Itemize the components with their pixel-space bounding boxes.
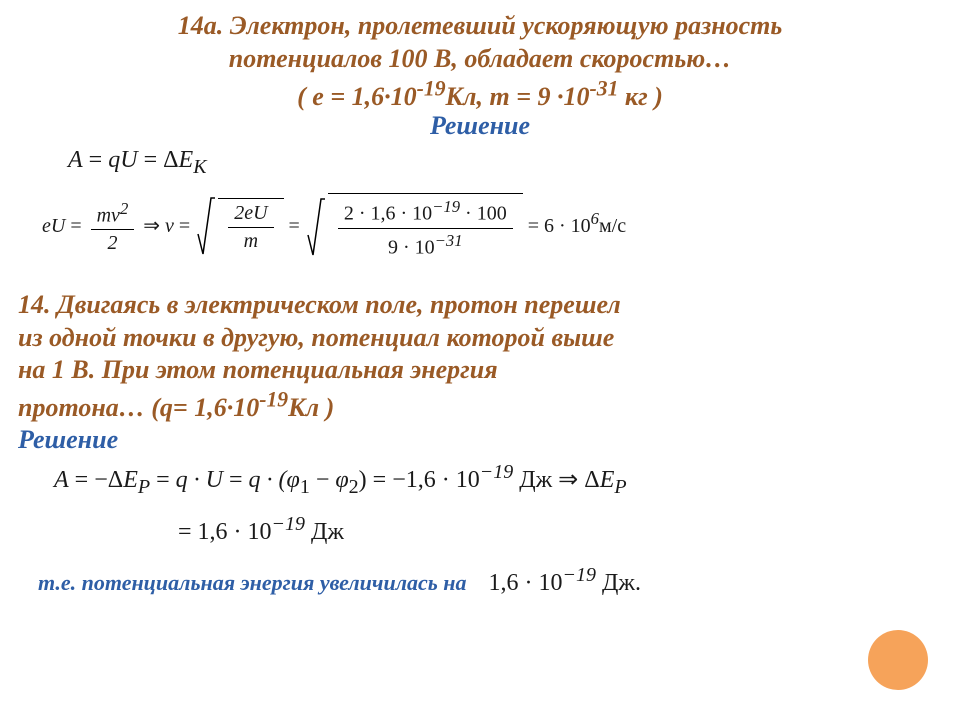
- p14-l4b: Кл ): [288, 393, 334, 422]
- eq3-delta2: Δ: [584, 467, 599, 493]
- eq1-eq2: =: [138, 147, 164, 173]
- eq2-den-a: 9 · 10: [388, 236, 435, 258]
- equation-potential-energy: A = −ΔEP = q · U = q · (φ1 − φ2) = −1,6 …: [54, 461, 942, 499]
- eq4-eq: =: [178, 519, 198, 545]
- eq2-eU: eU: [42, 215, 65, 237]
- eq3-qU: q · U: [176, 467, 223, 493]
- decorative-dot: [868, 630, 928, 690]
- eq3-phi2: φ: [335, 467, 348, 493]
- res-unit: Дж.: [596, 570, 641, 596]
- eq1-A: A: [68, 147, 83, 173]
- eq2-2: 2: [91, 230, 135, 255]
- eq1-E: E: [179, 147, 194, 173]
- problem-14: 14. Двигаясь в электрическом поле, прото…: [18, 289, 942, 425]
- eq2-sq: 2: [120, 199, 128, 218]
- eq1-qU: qU: [108, 147, 137, 173]
- eq2-arrow: ⇒: [143, 215, 165, 237]
- eq3-unit: Дж: [513, 467, 552, 493]
- conclusion-row: т.е. потенциальная энергия увеличилась н…: [38, 564, 942, 597]
- eq2-res-unit: м/с: [599, 215, 626, 237]
- eq3-valexp: −19: [480, 461, 514, 483]
- problem-14a: 14а. Электрон, пролетевший ускоряющую ра…: [18, 10, 942, 113]
- eq2-eq: =: [65, 215, 86, 237]
- eq2-eq3: =: [289, 215, 305, 237]
- p14-line3: на 1 В. При этом потенциальная энергия: [18, 355, 498, 384]
- eq3-close: ): [359, 467, 367, 493]
- conclusion-value: 1,6 · 10−19 Дж.: [489, 570, 641, 596]
- eq2-res-exp: 6: [591, 209, 599, 228]
- eq3-eq2: =: [150, 467, 176, 493]
- p14-line4: протона… (q= 1,6·10-19Кл ): [18, 393, 334, 422]
- equation-work-kinetic: A = qU = ΔEK: [68, 147, 942, 179]
- solution-label-2: Решение: [18, 425, 942, 455]
- eq3-P: P: [138, 476, 150, 498]
- eq3-eq: =: [69, 467, 95, 493]
- eq2-num-a: 2 · 1,6 · 10: [344, 203, 432, 225]
- conclusion-text: т.е. потенциальная энергия увеличилась н…: [38, 570, 467, 595]
- equation-velocity: eU = mv2 2 ⇒ v = 2eU m = 2 · 1,6 · 10−19…: [42, 193, 942, 261]
- eq3-E: E: [123, 467, 138, 493]
- eq3-P2: P: [614, 476, 626, 498]
- problem-14a-line2: потенциалов 100 В, обладает скоростью…: [229, 44, 731, 73]
- eq1-eq: =: [83, 147, 109, 173]
- slide: 14а. Электрон, пролетевший ускоряющую ра…: [0, 0, 960, 720]
- eq3-minus: −: [94, 467, 108, 493]
- eq2-frac1: mv2 2: [91, 199, 135, 256]
- res-valexp: −19: [563, 564, 597, 586]
- eq3-sub2: 2: [349, 476, 359, 498]
- eq3-A: A: [54, 467, 69, 493]
- eq2-num-exp: −19: [432, 197, 460, 216]
- p14-l4a: протона… (q= 1,6·10: [18, 393, 259, 422]
- p14a-suffix: кг ): [618, 82, 662, 111]
- eq2-sqrt2-frac: 2 · 1,6 · 10−19 · 100 9 · 10−31: [338, 197, 513, 259]
- solution-label-1: Решение: [18, 111, 942, 141]
- p14-l4exp: -19: [259, 388, 288, 412]
- eq2-sqrt1-frac: 2eU m: [228, 202, 273, 253]
- eq4-val: 1,6 · 10: [198, 519, 272, 545]
- eq3-eq4: =: [367, 467, 393, 493]
- eq3-delta: Δ: [108, 467, 123, 493]
- eq4-valexp: −19: [272, 513, 306, 535]
- eq3-eq3: =: [223, 467, 249, 493]
- eq2-eq4: =: [528, 215, 544, 237]
- eq4-unit: Дж: [305, 519, 344, 545]
- problem-14a-line1: 14а. Электрон, пролетевший ускоряющую ра…: [178, 11, 783, 40]
- eq1-delta: Δ: [163, 147, 178, 173]
- eq1-K: K: [193, 156, 206, 178]
- p14a-const-e: ( е = 1,6·10: [297, 82, 417, 111]
- eq3-arrow: ⇒: [552, 467, 584, 493]
- res-val: 1,6 · 10: [489, 570, 563, 596]
- eq2-m: m: [228, 228, 273, 253]
- p14a-exp1: -19: [417, 76, 446, 100]
- p14a-const-m: Кл, m = 9 ·10: [446, 82, 590, 111]
- p14-line1: 14. Двигаясь в электрическом поле, прото…: [18, 290, 621, 319]
- p14a-exp2: -31: [590, 76, 619, 100]
- eq3-sub1: 1: [300, 476, 310, 498]
- equation-delta-ep-value: = 1,6 · 10−19 Дж: [178, 513, 942, 546]
- eq2-eq2: =: [174, 215, 195, 237]
- p14-line2: из одной точки в другую, потенциал котор…: [18, 323, 614, 352]
- eq2-2eU: 2eU: [228, 202, 273, 228]
- eq2-sqrt2: 2 · 1,6 · 10−19 · 100 9 · 10−31: [307, 193, 523, 261]
- eq3-val: −1,6 · 10: [392, 467, 480, 493]
- eq3-qphi: q · (φ: [249, 467, 300, 493]
- eq2-v: v: [165, 215, 174, 237]
- eq2-mv: mv: [97, 204, 120, 226]
- eq2-sqrt1: 2eU m: [197, 196, 283, 258]
- eq3-minus2: −: [310, 467, 336, 493]
- eq3-E2: E: [600, 467, 615, 493]
- eq2-num-b: · 100: [460, 203, 507, 225]
- eq2-den-exp: −31: [435, 231, 463, 250]
- eq2-res-a: 6 · 10: [544, 215, 591, 237]
- problem-14a-line3: ( е = 1,6·10-19Кл, m = 9 ·10-31 кг ): [297, 82, 663, 111]
